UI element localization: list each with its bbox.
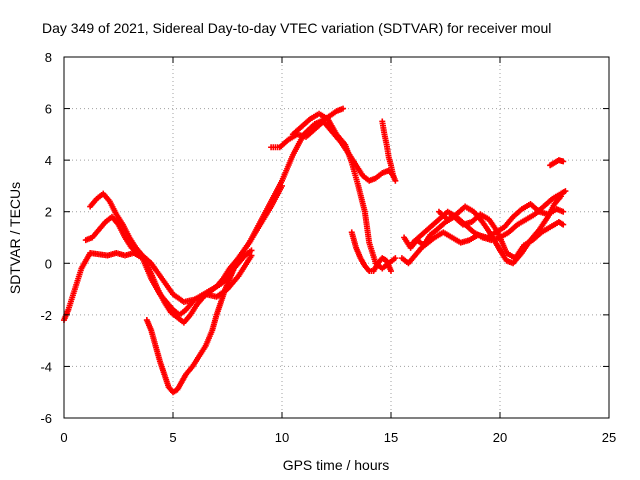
series-track-g [348,229,394,275]
plot-frame [63,56,610,419]
data-point [279,182,285,189]
series-track-l [435,193,565,267]
y-tick-labels: -6 -4 -2 0 2 4 6 8 [40,50,52,426]
data-point [560,208,567,215]
series-track-m [547,157,567,169]
y-tick-label: 6 [45,102,52,117]
series-track-f [289,110,399,272]
data-point [558,193,565,200]
y-tick-label: 8 [45,50,52,65]
axis-ticks [63,56,610,419]
x-tick-labels: 0 5 10 15 20 25 [60,430,616,445]
y-axis-label: SDTVAR / TECUs [7,182,23,294]
data-point [562,188,569,195]
data-point [392,177,399,184]
data-point [248,247,255,254]
y-tick-label: 2 [45,205,52,220]
y-tick-label: 0 [45,256,52,271]
y-tick-label: -4 [40,359,52,374]
y-tick-label: -2 [40,308,52,323]
chart-title: Day 349 of 2021, Sidereal Day-to-day VTE… [42,20,551,36]
data-point [392,255,399,262]
series-track-h [379,118,399,184]
data-points [61,105,569,396]
x-tick-label: 5 [169,430,176,445]
data-point [388,268,394,275]
y-tick-label: 4 [45,153,52,168]
series-track-b [82,182,285,326]
x-tick-label: 20 [493,430,507,445]
x-tick-label: 15 [384,430,398,445]
series-track-d [143,247,255,396]
y-tick-label: -6 [40,411,52,426]
data-point [248,252,255,259]
x-tick-label: 10 [275,430,289,445]
data-point [560,158,567,165]
series-track-c [87,190,255,305]
data-point [560,221,567,228]
x-axis-label: GPS time / hours [283,457,390,473]
x-tick-label: 0 [60,430,67,445]
x-tick-label: 25 [602,430,616,445]
data-point [340,105,347,112]
